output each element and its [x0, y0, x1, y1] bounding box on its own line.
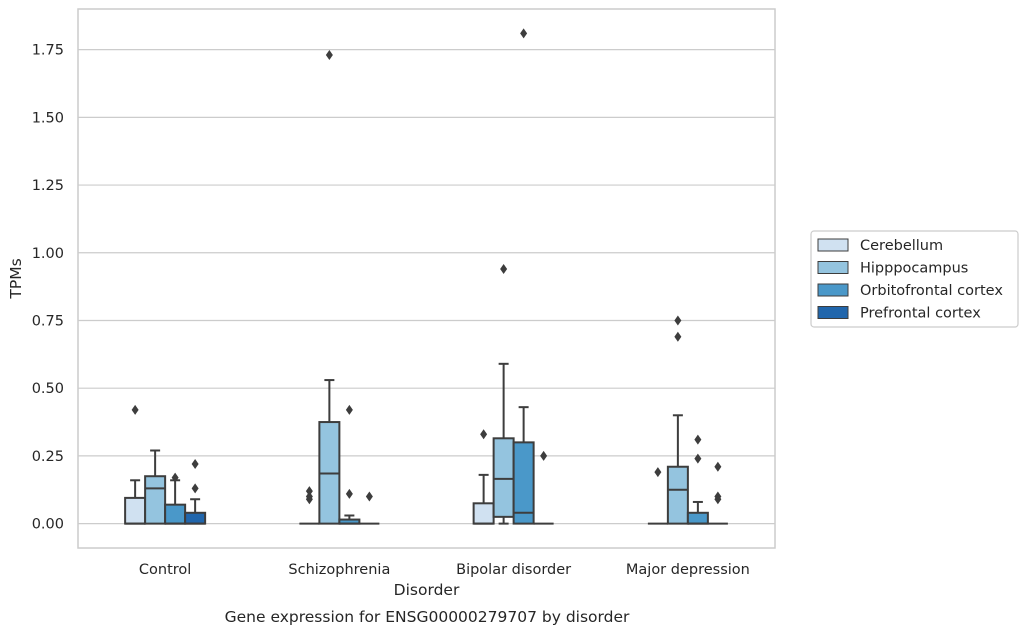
box-prefrontal-cortex — [359, 491, 380, 525]
plot-frame — [77, 8, 776, 549]
box-body — [124, 496, 147, 525]
legend-swatch — [817, 306, 849, 319]
outlier-point — [305, 486, 313, 497]
legend-frame — [810, 230, 1019, 328]
box-body — [472, 502, 495, 525]
outlier-point — [191, 459, 199, 470]
y-tick-label: 1.75 — [32, 43, 64, 59]
box-cerebellum — [472, 429, 495, 525]
y-tick-label: 0.50 — [32, 381, 64, 397]
y-tick-label: 1.25 — [32, 178, 64, 194]
legend-label: Orbitofrontal cortex — [860, 283, 1003, 299]
outlier-point — [345, 404, 353, 415]
outlier-point — [540, 450, 548, 461]
box-orbitofrontal-cortex — [164, 472, 187, 525]
y-tick-label: 0.25 — [32, 449, 64, 465]
outlier-point — [674, 331, 682, 342]
box-hipppocampus — [666, 315, 689, 525]
box-prefrontal-cortex — [707, 461, 728, 525]
outlier-point — [500, 264, 508, 275]
box-prefrontal-cortex — [533, 450, 554, 525]
legend-swatch — [817, 261, 849, 274]
outlier-point — [674, 315, 682, 326]
y-axis-ticks: 0.00 0.25 0.50 0.75 1.00 1.25 1.50 1.75 — [32, 43, 64, 533]
outlier-point — [714, 494, 722, 505]
box-body — [184, 511, 207, 525]
box-body — [164, 503, 187, 525]
outlier-point — [325, 50, 333, 61]
outlier-point — [131, 404, 139, 415]
box-body — [144, 475, 167, 525]
box-orbitofrontal-cortex — [686, 434, 709, 525]
legend-label: Prefrontal cortex — [860, 306, 981, 322]
outlier-point — [520, 28, 528, 39]
outlier-point — [191, 483, 199, 494]
legend-swatch — [817, 238, 849, 252]
y-axis-label: TPMs — [7, 258, 25, 299]
outlier-point — [305, 494, 313, 505]
y-tick-label: 0.00 — [32, 517, 64, 533]
outlier-point — [714, 461, 722, 472]
y-tick-label: 1.00 — [32, 246, 64, 262]
box-body — [492, 437, 515, 518]
chart-title: Gene expression for ENSG00000279707 by d… — [225, 608, 630, 626]
box-cerebellum — [647, 467, 668, 525]
outlier-point — [480, 429, 488, 440]
legend-label: Hipppocampus — [860, 261, 968, 277]
box-body — [666, 465, 689, 525]
legend-swatch — [817, 283, 849, 297]
box-hipppocampus — [318, 50, 341, 525]
outlier-point — [694, 453, 702, 464]
outlier-point — [345, 488, 353, 499]
x-tick-label: Schizophrenia — [288, 562, 390, 578]
box-orbitofrontal-cortex — [512, 28, 535, 525]
box-prefrontal-cortex — [184, 459, 207, 525]
box-cerebellum — [124, 404, 147, 525]
box-body — [512, 441, 535, 525]
gridlines — [78, 49, 775, 525]
outlier-point — [694, 434, 702, 445]
x-tick-label: Bipolar disorder — [456, 562, 571, 578]
outlier-point — [171, 472, 179, 483]
y-tick-label: 1.50 — [32, 110, 64, 126]
box-body — [686, 511, 709, 525]
x-axis-ticks: Control Schizophrenia Bipolar disorder Majo… — [139, 562, 750, 578]
box-hipppocampus — [492, 264, 515, 525]
x-tick-label: Major depression — [626, 562, 750, 578]
x-tick-label: Control — [139, 562, 191, 578]
outlier-point — [365, 491, 373, 502]
legend-label: Cerebellum — [860, 238, 943, 254]
y-tick-label: 0.75 — [32, 313, 64, 329]
box-orbitofrontal-cortex — [338, 404, 361, 525]
box-hipppocampus — [144, 449, 167, 525]
box-cerebellum — [299, 486, 320, 525]
x-axis-label: Disorder — [394, 581, 460, 599]
box-series-layer — [124, 28, 728, 525]
outlier-point — [654, 467, 662, 478]
legend: Cerebellum Hipppocampus Orbitofrontal cort… — [810, 230, 1019, 328]
